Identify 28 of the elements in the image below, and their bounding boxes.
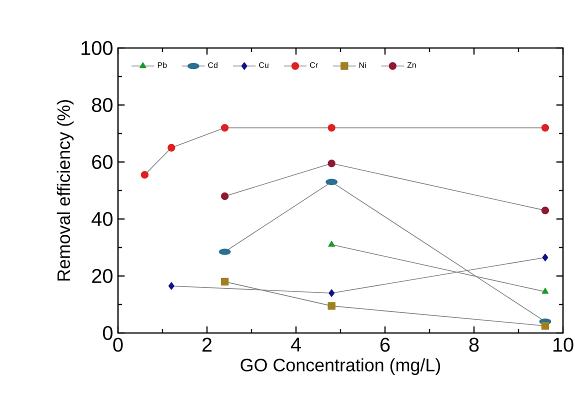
x-tick-label: 2 [202, 338, 212, 352]
x-tick-label: 10 [553, 338, 574, 352]
point [140, 170, 149, 179]
y-tick-label: 0 [102, 326, 113, 340]
x-tick-label: 8 [469, 338, 479, 352]
x-tick-label: 0 [113, 338, 123, 352]
point [328, 124, 336, 132]
point [220, 192, 229, 200]
point [220, 124, 229, 132]
point [168, 144, 176, 152]
point [541, 124, 550, 132]
point [168, 282, 174, 290]
x-axis-title: GO Concentration (mg/L) [240, 358, 440, 375]
point [328, 160, 336, 168]
point [541, 322, 550, 330]
point [220, 278, 229, 286]
y-axis-title: Removal efficiency (%) [56, 100, 74, 281]
y-tick-label: 20 [92, 268, 113, 284]
point [541, 206, 550, 214]
point [328, 302, 336, 310]
x-tick-label: 6 [380, 338, 390, 352]
y-tick-label: 40 [92, 212, 113, 226]
x-tick-label: 4 [290, 338, 301, 352]
point [328, 289, 335, 297]
y-tick-label: 100 [82, 40, 113, 56]
y-tick-label: 80 [92, 98, 113, 112]
point [542, 254, 548, 262]
y-tick-label: 60 [92, 154, 113, 170]
